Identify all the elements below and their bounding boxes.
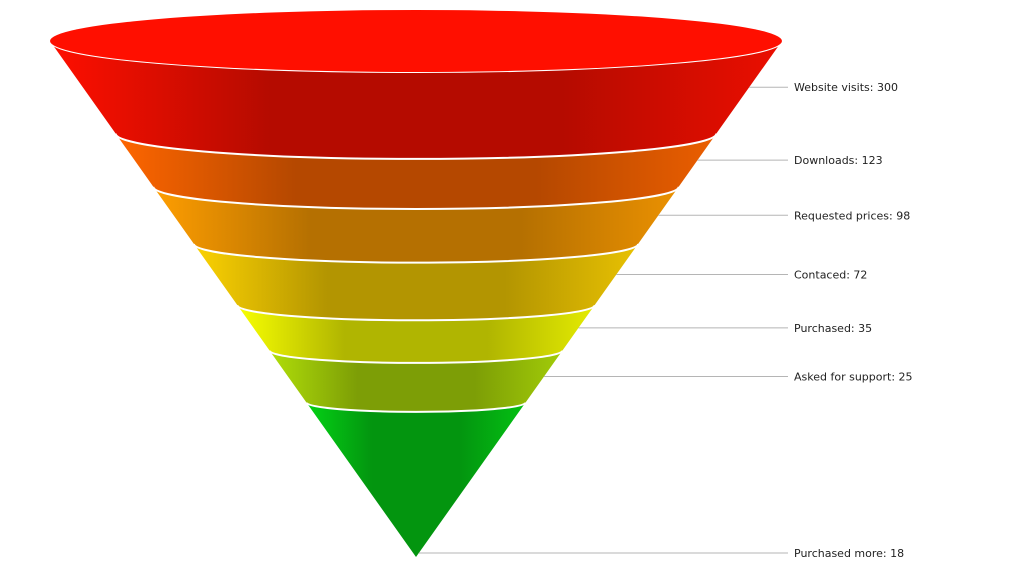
slice-label-downloads: Downloads: 123 xyxy=(794,154,883,167)
label-leader-lines xyxy=(418,86,788,554)
funnel-labels: Website visits: 300 Downloads: 123 Request… xyxy=(794,81,913,560)
funnel-slice-asked-for-support[interactable] xyxy=(269,350,563,412)
funnel-top-cap xyxy=(50,10,782,72)
funnel-slice-purchased-more[interactable] xyxy=(306,402,526,557)
slice-separator-downloads xyxy=(114,133,718,160)
slice-separator-contaced xyxy=(192,243,640,264)
slice-label-contaced: Contaced: 72 xyxy=(794,269,867,282)
funnel-slice-website-visits[interactable] xyxy=(50,41,782,159)
funnel-slice-requested-prices[interactable] xyxy=(153,186,679,263)
slice-separator-requested-prices xyxy=(152,186,680,210)
funnel-slices xyxy=(49,10,783,557)
funnel-slice-downloads[interactable] xyxy=(115,133,717,209)
slice-label-asked-for-support: Asked for support: 25 xyxy=(794,371,913,384)
funnel-slice-purchased[interactable] xyxy=(237,305,595,363)
slice-label-requested-prices: Requested prices: 98 xyxy=(794,209,910,222)
slice-separator-purchased xyxy=(236,304,596,322)
slice-label-website-visits: Website visits: 300 xyxy=(794,81,898,94)
slice-label-purchased: Purchased: 35 xyxy=(794,322,872,335)
funnel-slice-contaced[interactable] xyxy=(193,243,639,321)
slice-separator-purchased-more xyxy=(305,402,527,413)
slice-label-purchased-more: Purchased more: 18 xyxy=(794,547,904,560)
slice-separator-asked-for-support xyxy=(268,350,564,364)
